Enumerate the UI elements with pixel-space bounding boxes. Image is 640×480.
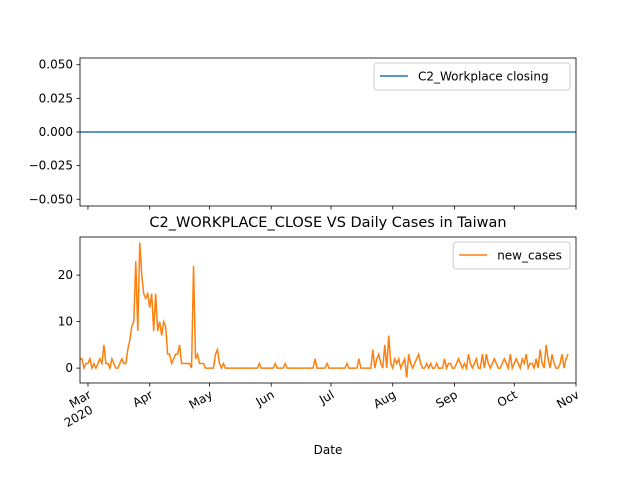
x-tick-label: Nov (554, 387, 581, 411)
y-tick-label: 0.000 (39, 125, 73, 139)
data-line (80, 242, 569, 378)
legend-label: C2_Workplace closing (418, 70, 549, 84)
y-tick-label: 0.025 (39, 91, 73, 105)
x-tick-label: May (186, 387, 214, 412)
legend-box (373, 62, 571, 91)
x-tick-label: Mar2020 (55, 387, 101, 430)
legend-label: new_cases (497, 249, 562, 263)
axes-frame (79, 57, 577, 207)
y-tick-label: 20 (58, 268, 73, 282)
y-tick-label: −0.050 (29, 192, 73, 206)
y-tick-label: 0.050 (39, 58, 73, 72)
legend-box (452, 241, 571, 270)
x-tick-label: Jul (316, 387, 336, 407)
x-tick-label: Jun (253, 387, 277, 409)
x-axis-label: Date (314, 443, 343, 457)
y-tick-label: 0 (65, 361, 73, 375)
y-tick-label: 10 (58, 315, 73, 329)
x-tick-label: Apr (130, 387, 155, 410)
chart-title: C2_WORKPLACE_CLOSE VS Daily Cases in Tai… (149, 215, 506, 231)
y-tick-label: −0.025 (29, 159, 73, 173)
x-tick-label: Aug (371, 387, 398, 411)
axes-frame (79, 236, 577, 384)
x-tick-label: Sep (433, 387, 460, 410)
x-tick-label: Oct (495, 387, 520, 410)
